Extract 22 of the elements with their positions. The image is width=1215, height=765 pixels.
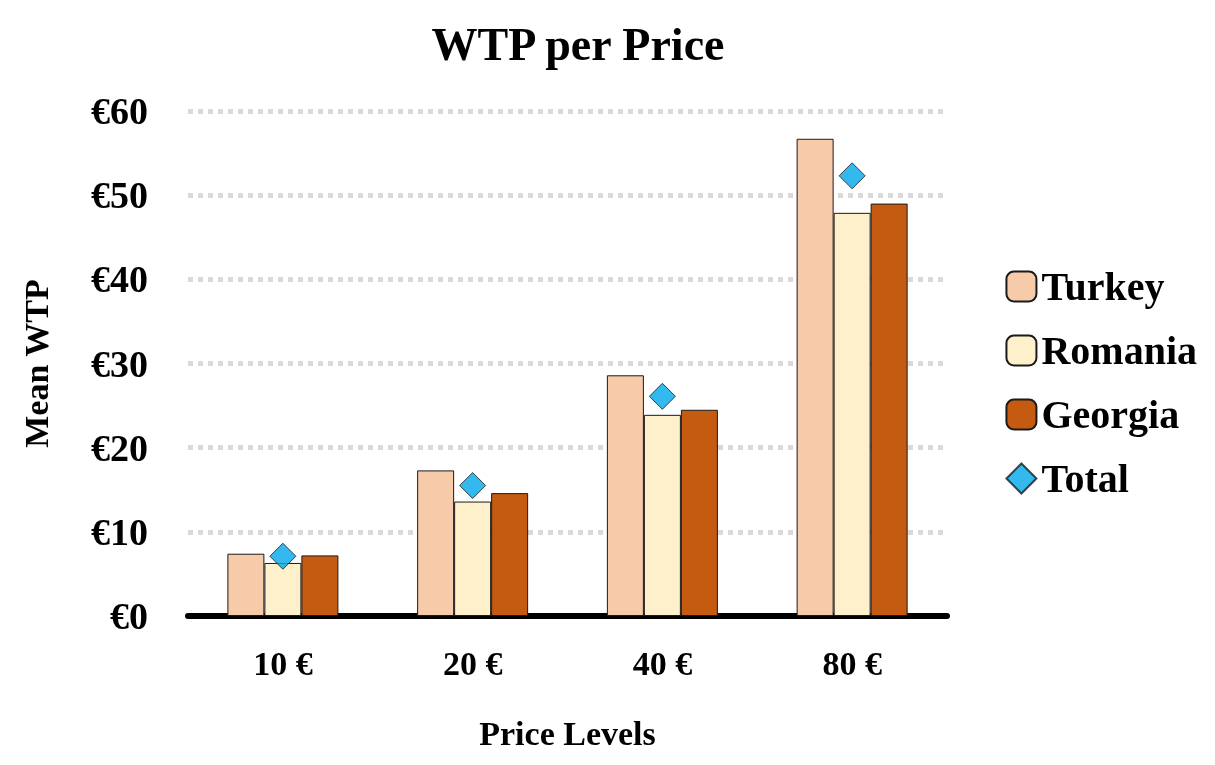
y-tick-label: €10 — [91, 510, 148, 553]
point — [459, 472, 487, 500]
x-tick-label: 20 € — [442, 644, 503, 682]
legend-label: Total — [1041, 456, 1129, 501]
y-tick-label: €0 — [110, 595, 148, 637]
y-tick-label: €50 — [91, 174, 148, 217]
chart-title: WTP per Price — [431, 18, 725, 70]
legend-label: Georgia — [1041, 392, 1180, 437]
point — [838, 162, 866, 190]
legend-label: Romania — [1041, 328, 1198, 373]
y-tick-label: €20 — [91, 426, 148, 469]
y-axis-title: Mean WTP — [17, 279, 55, 448]
legend-label: Turkey — [1041, 264, 1165, 309]
point — [269, 542, 297, 570]
y-tick-label: €40 — [91, 258, 148, 301]
x-axis-title: Price Levels — [479, 714, 656, 752]
y-tick-label: €30 — [91, 342, 148, 385]
x-tick-label: 40 € — [632, 644, 693, 682]
x-tick-label: 10 € — [253, 644, 313, 682]
y-tick-label: €60 — [91, 90, 148, 132]
x-tick-label: 80 € — [822, 644, 882, 682]
point — [648, 382, 676, 410]
